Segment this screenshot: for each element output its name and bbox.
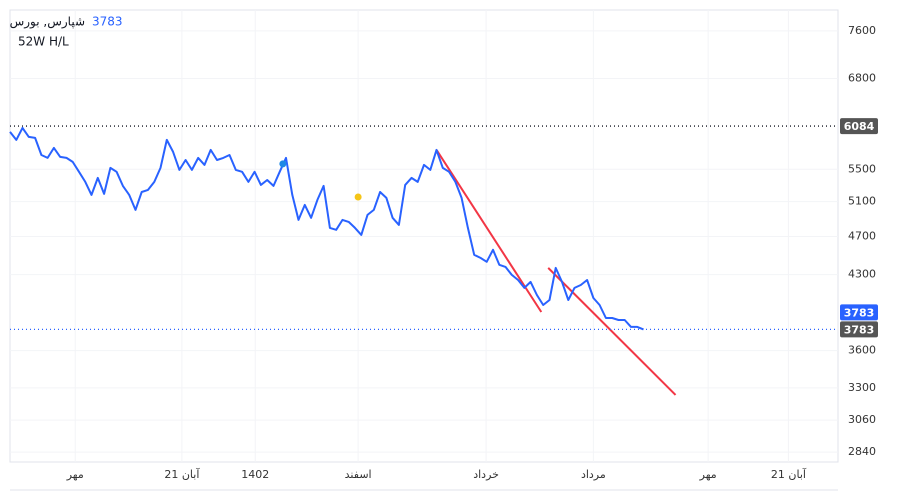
last-price-label: 3783 <box>844 306 875 319</box>
x-tick-label: 1402 <box>241 468 269 481</box>
trend-line <box>547 267 677 396</box>
x-tick-label: اسفند <box>345 468 372 481</box>
y-tick-label: 3600 <box>848 344 876 357</box>
axis: 2840 3060 3300 3600 4300 4700 5100 5500 6800 7600… <box>66 24 876 481</box>
y-tick-label: 4700 <box>848 230 876 243</box>
price-label-box <box>840 321 878 338</box>
y-tick-label: 3300 <box>848 381 876 394</box>
y-tick-label: 2840 <box>848 445 876 458</box>
y-tick-label: 3060 <box>848 413 876 426</box>
x-tick-label: 21 آبان <box>164 467 200 481</box>
price-label: 3783 <box>844 323 875 336</box>
y-tick-label: 6800 <box>848 71 876 84</box>
event-marker <box>279 160 287 168</box>
plot-frame <box>9 9 839 463</box>
header-price: 3783 <box>92 15 123 29</box>
chart-title: شپارس, بورس <box>10 15 85 30</box>
x-tick-label: مهر <box>66 468 84 481</box>
x-tick-label: 21 آبان <box>771 467 807 481</box>
price-label-box <box>840 118 878 135</box>
last-price-box <box>840 304 878 321</box>
y-tick-label: 5500 <box>848 162 876 175</box>
x-tick-label: مرداد <box>581 468 606 481</box>
trend-line <box>435 149 543 313</box>
chart-subtitle: 52W H/L <box>18 35 69 49</box>
y-tick-label: 4300 <box>848 268 876 281</box>
price-label: 6084 <box>844 120 875 133</box>
x-tick-label: خرداد <box>473 468 499 481</box>
y-tick-label: 7600 <box>848 24 876 37</box>
y-tick-label: 5100 <box>848 195 876 208</box>
event-marker <box>354 193 362 201</box>
price-line <box>9 126 644 331</box>
x-tick-label: مهر <box>699 468 717 481</box>
